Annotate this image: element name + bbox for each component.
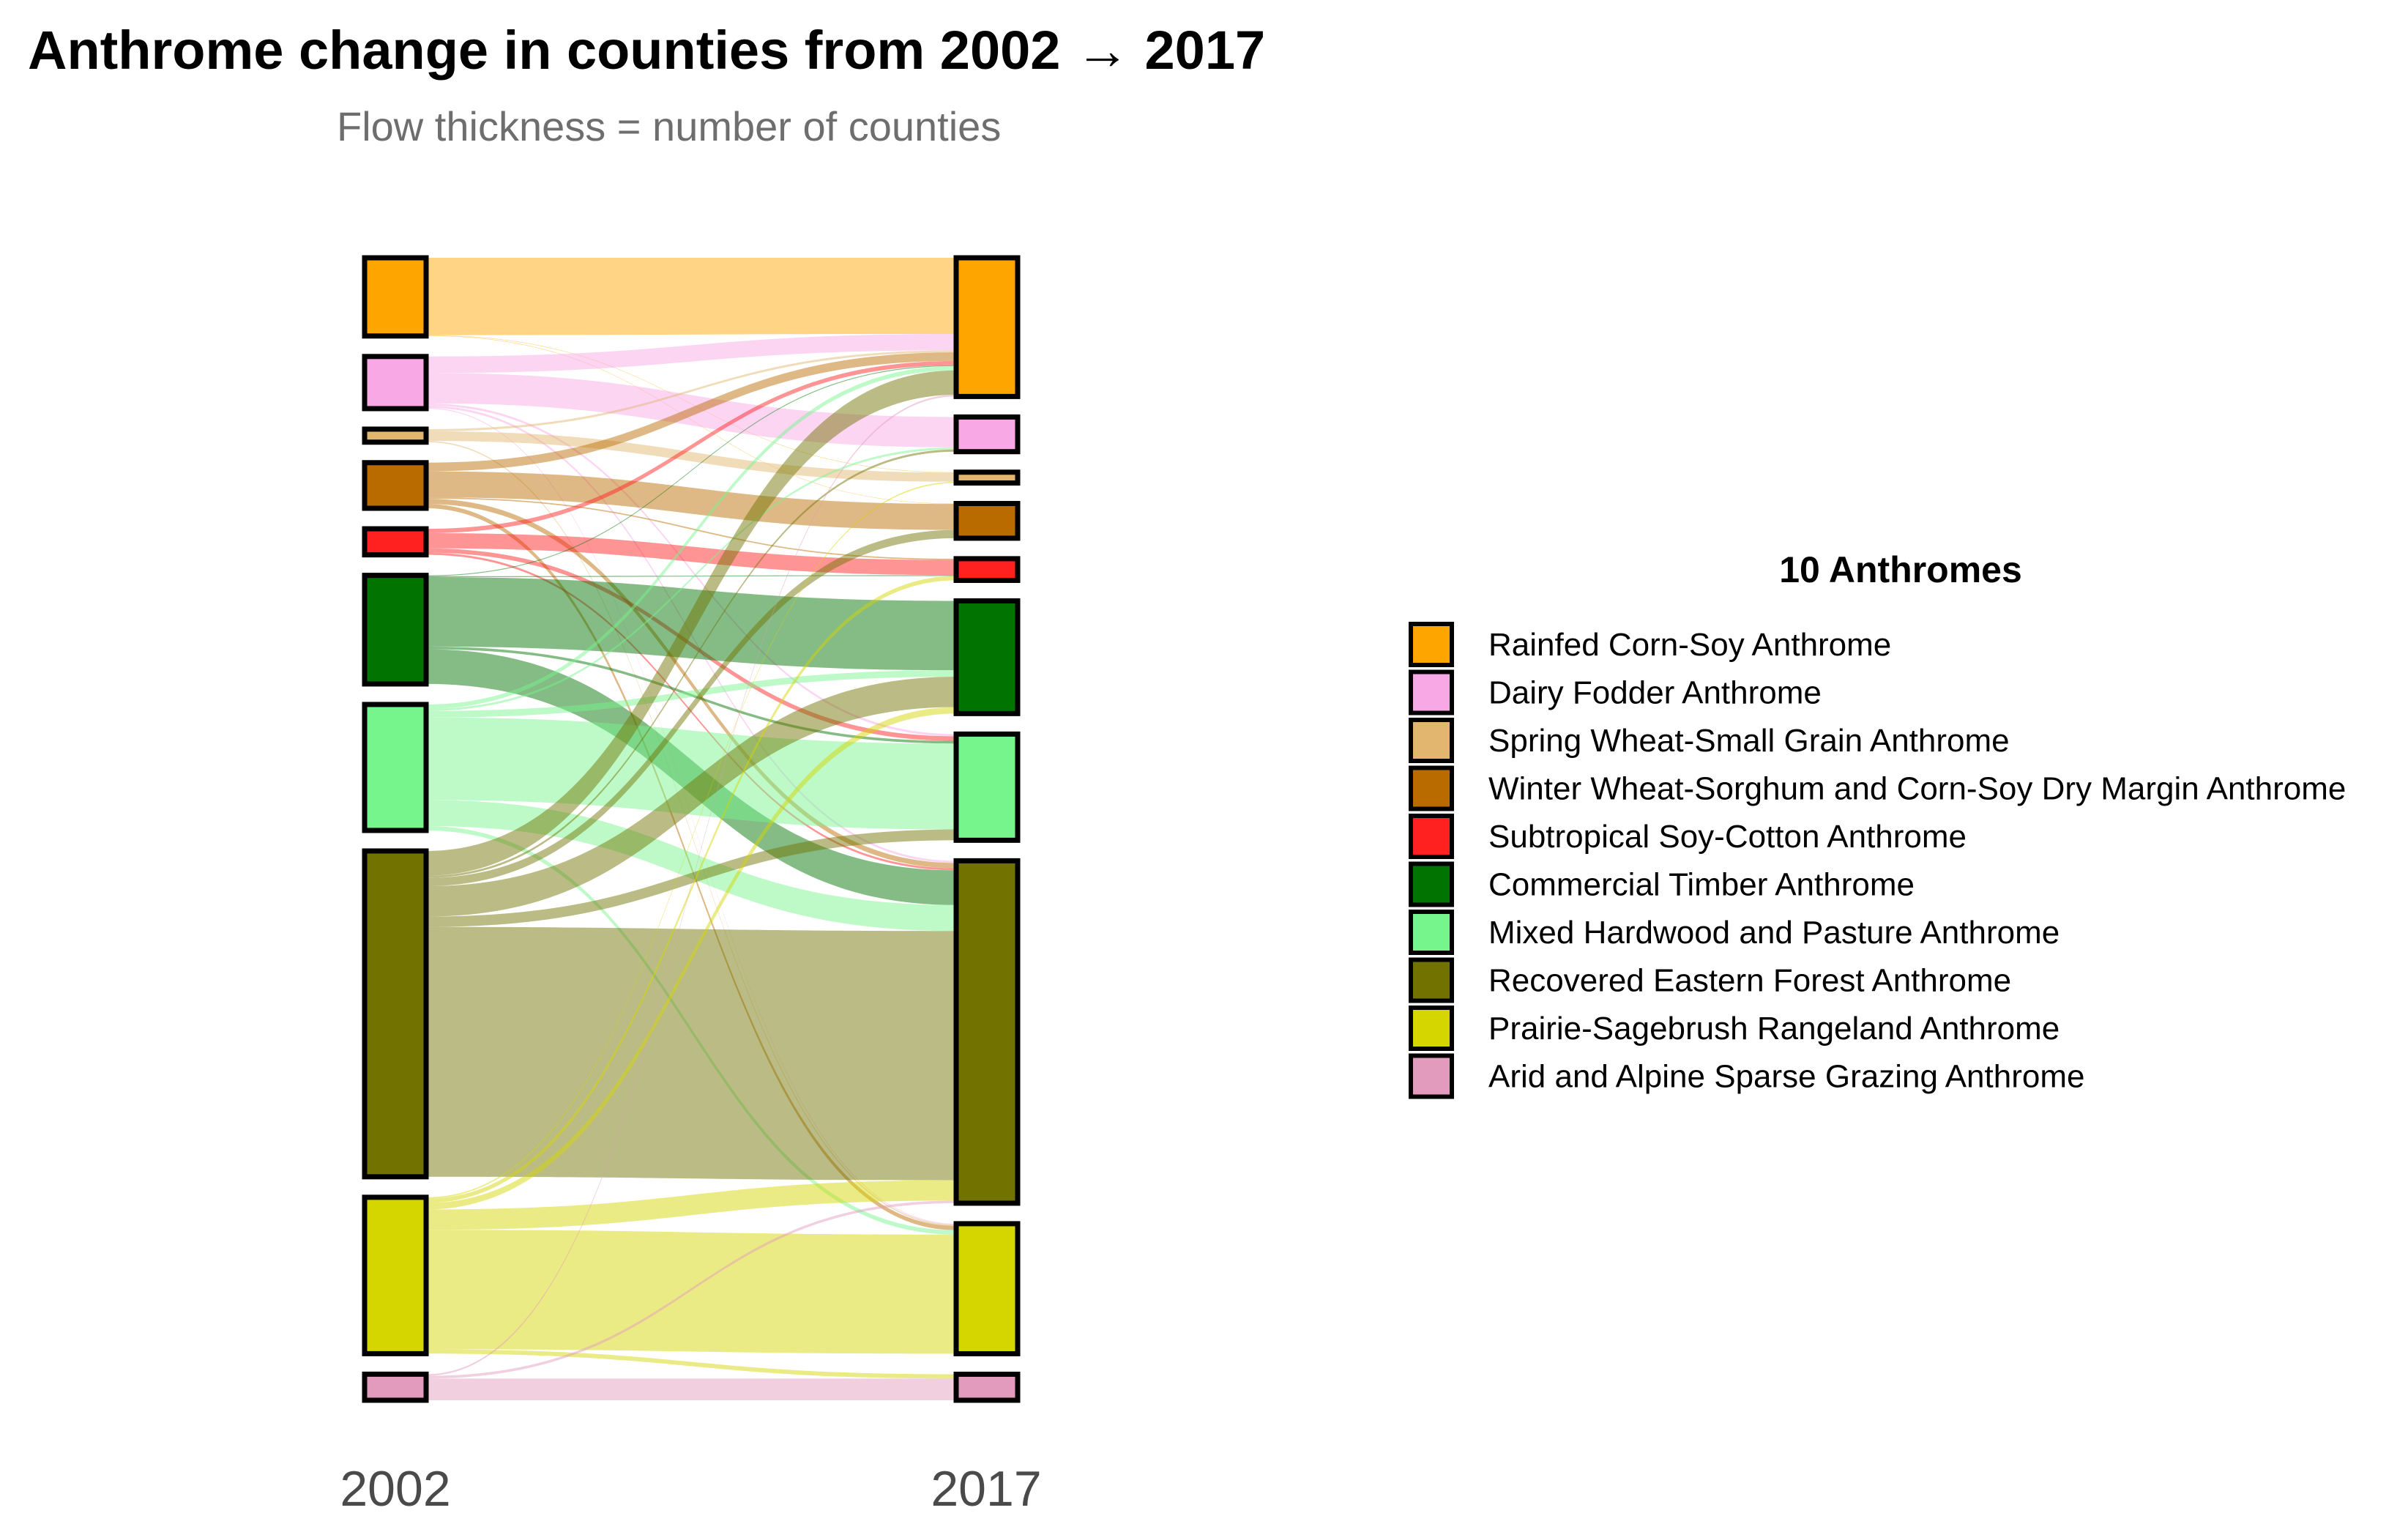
flow-7-to-3 (426, 529, 956, 887)
node-2002-3 (362, 460, 429, 511)
flow-3-to-8 (426, 504, 956, 1230)
legend-swatch-1 (1409, 669, 1454, 716)
flow-2-to-8 (426, 440, 956, 1226)
flow-4-to-6 (426, 548, 956, 741)
flow-9-to-7 (426, 1200, 956, 1379)
node-2017-1 (953, 414, 1021, 455)
flow-9-to-0 (426, 395, 956, 1376)
flow-6-to-6 (426, 717, 956, 830)
node-2017-8 (953, 1221, 1021, 1356)
flow-2-to-2 (426, 431, 956, 482)
node-2017-5 (953, 598, 1021, 716)
legend-label-7: Recovered Eastern Forest Anthrome (1488, 963, 2011, 999)
node-2002-7 (362, 848, 429, 1180)
flow-8-to-9 (426, 1349, 956, 1379)
node-2002-6 (362, 702, 429, 833)
flow-5-to-0 (426, 365, 956, 576)
flow-5-to-6 (426, 646, 956, 744)
flow-1-to-1 (426, 373, 956, 447)
flow-8-to-2 (426, 481, 956, 1199)
flow-4-to-0 (426, 360, 956, 533)
legend: 10 Anthromes Rainfed Corn-Soy Anthrome Da… (1409, 549, 2346, 1099)
node-2002-5 (362, 573, 429, 687)
flow-4-to-4 (426, 532, 956, 576)
flow-3-to-0 (426, 352, 956, 472)
node-2017-2 (953, 469, 1021, 486)
node-2002-0 (362, 255, 429, 339)
flow-0-to-3 (426, 335, 956, 505)
axis-label-2002: 2002 (340, 1461, 450, 1517)
legend-swatch-0 (1409, 622, 1454, 667)
legend-label-4: Subtropical Soy-Cotton Anthrome (1488, 819, 1967, 855)
flows-layer (426, 258, 956, 1400)
legend-label-1: Dairy Fodder Anthrome (1488, 675, 1822, 711)
nodes-layer (362, 255, 1021, 1403)
flow-0-to-2 (426, 335, 956, 473)
flow-5-to-5 (426, 577, 956, 671)
flow-6-to-1 (426, 447, 956, 711)
flow-6-to-7 (426, 800, 956, 932)
flow-6-to-0 (426, 365, 956, 709)
axis-label-2017: 2017 (931, 1461, 1041, 1517)
node-2002-2 (362, 426, 429, 445)
flow-3-to-3 (426, 471, 956, 530)
flow-0-to-0 (426, 258, 956, 335)
legend-swatch-7 (1409, 957, 1454, 1003)
legend-swatch-6 (1409, 910, 1454, 955)
legend-label-5: Commercial Timber Anthrome (1488, 867, 1915, 903)
flow-8-to-7 (426, 1180, 956, 1230)
node-2002-4 (362, 526, 429, 558)
node-2002-1 (362, 354, 429, 412)
legend-swatch-9 (1409, 1053, 1454, 1099)
node-2017-6 (953, 731, 1021, 843)
legend-label-6: Mixed Hardwood and Pasture Anthrome (1488, 915, 2060, 951)
flow-1-to-0 (426, 334, 956, 373)
legend-swatch-4 (1409, 814, 1454, 859)
node-2002-8 (362, 1194, 429, 1356)
legend-items: Rainfed Corn-Soy Anthrome Dairy Fodder An… (1409, 622, 2346, 1099)
legend-swatch-5 (1409, 861, 1454, 907)
legend-swatch-8 (1409, 1006, 1454, 1051)
flow-8-to-4 (426, 576, 956, 1203)
flow-3-to-7 (426, 498, 956, 869)
flow-7-to-1 (426, 449, 956, 878)
flow-8-to-8 (426, 1230, 956, 1354)
flow-7-to-6 (426, 829, 956, 927)
legend-swatch-3 (1409, 765, 1454, 811)
node-2017-3 (953, 501, 1021, 541)
legend-swatch-2 (1409, 718, 1454, 763)
flow-1-to-6 (426, 403, 956, 737)
flow-4-to-7 (426, 552, 956, 871)
legend-label-8: Prairie-Sagebrush Rangeland Anthrome (1488, 1011, 2060, 1047)
node-2017-0 (953, 255, 1021, 399)
legend-title: 10 Anthromes (1779, 549, 2022, 590)
node-2017-9 (953, 1371, 1021, 1403)
node-2002-9 (362, 1371, 429, 1403)
flow-7-to-7 (426, 926, 956, 1181)
flow-7-to-5 (426, 677, 956, 917)
legend-label-3: Winter Wheat-Sorghum and Corn-Soy Dry Ma… (1488, 771, 2346, 807)
flow-6-to-5 (426, 670, 956, 718)
flow-9-to-9 (426, 1378, 956, 1400)
flow-5-to-4 (426, 575, 956, 578)
chart-title: Anthrome change in counties from 2002 → … (28, 20, 1265, 81)
flow-2-to-0 (426, 350, 956, 431)
chart-subtitle: Flow thickness = number of counties (337, 103, 1001, 149)
flow-1-to-8 (426, 407, 956, 1225)
legend-label-0: Rainfed Corn-Soy Anthrome (1488, 627, 1891, 663)
flow-7-to-0 (426, 370, 956, 876)
flow-1-to-7 (426, 405, 956, 863)
legend-label-2: Spring Wheat-Small Grain Anthrome (1488, 723, 2010, 759)
legend-label-9: Arid and Alpine Sparse Grazing Anthrome (1488, 1059, 2084, 1095)
flow-8-to-5 (426, 707, 956, 1210)
flow-3-to-4 (426, 497, 956, 560)
flow-6-to-8 (426, 826, 956, 1235)
node-2017-7 (953, 858, 1021, 1206)
node-2017-4 (953, 556, 1021, 583)
flow-5-to-7 (426, 649, 956, 905)
